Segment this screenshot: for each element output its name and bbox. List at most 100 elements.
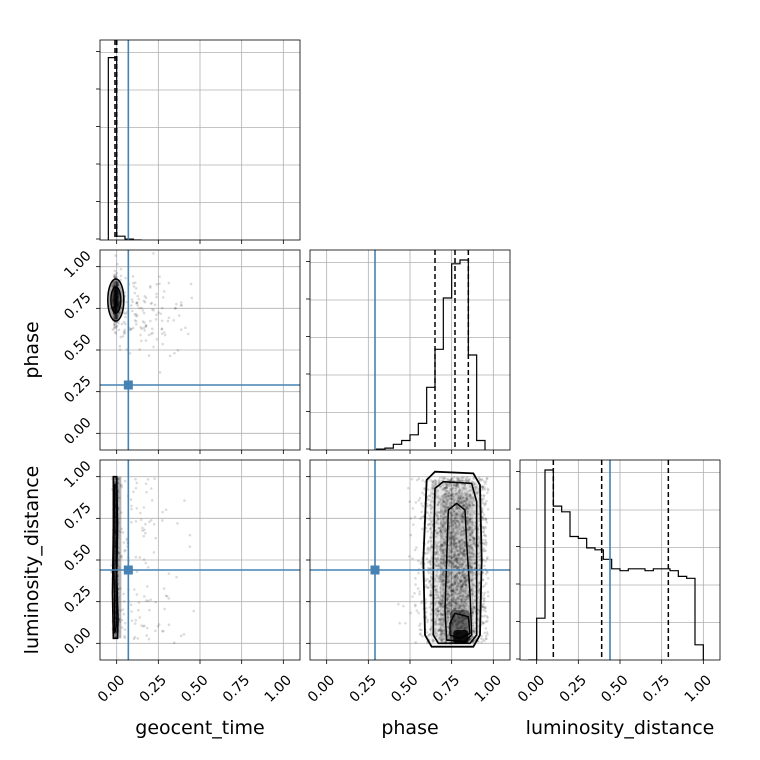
sample-point [472,539,476,543]
sample-point [455,610,459,613]
sample-point [458,606,462,609]
sample-point [434,622,437,626]
sample-point [455,626,459,630]
sample-point [439,530,442,533]
sample-point [179,634,183,638]
sample-point [434,552,438,556]
sample-point [439,521,443,524]
sample-point [430,601,433,605]
sample-point [446,578,450,581]
sample-point [465,498,468,502]
sample-point [458,560,462,563]
sample-point [465,504,469,508]
sample-point [141,526,144,530]
sample-point [445,483,448,487]
sample-point [435,520,438,523]
sample-point [439,510,443,514]
sample-point [453,534,456,538]
sample-point [434,529,438,532]
sample-point [472,477,475,480]
sample-point [468,503,471,507]
sample-point [454,565,458,568]
sample-point [438,622,441,626]
sample-point [445,483,449,487]
sample-point [418,624,421,628]
sample-point [456,485,459,489]
sample-point [453,607,457,611]
sample-point [417,611,420,615]
sample-point [428,523,432,526]
sample-point [484,540,488,544]
sample-point [480,620,484,624]
sample-point [179,301,183,304]
panel-phase-luminosity-distance-contour-1 [444,502,473,643]
sample-point [147,354,151,357]
sample-point [456,623,460,626]
hist-geocent-time-steps [107,57,142,240]
sample-point [168,354,172,358]
sample-point [483,525,486,529]
sample-point [118,484,122,487]
sample-point [461,511,465,515]
sample-point [161,342,164,346]
sample-point [456,499,460,502]
sample-point [456,496,460,500]
sample-point [443,506,447,510]
sample-point [467,526,471,529]
sample-point [447,551,451,555]
sample-point [114,331,117,335]
sample-point [468,551,471,555]
sample-point [120,527,124,531]
panel-geocent-time-phase-ytick-label-2: 0.50 [61,331,94,364]
sample-point [130,610,133,613]
sample-point [458,512,462,516]
sample-point [451,534,455,538]
sample-point [461,515,465,519]
sample-point [463,491,467,495]
sample-point [486,487,490,491]
sample-point [449,517,453,520]
sample-point [437,629,441,632]
sample-point [457,571,461,575]
sample-point [457,501,461,504]
sample-point [453,521,457,524]
sample-point [461,619,465,622]
sample-point [456,500,460,503]
sample-point [453,608,457,611]
sample-point [139,518,143,522]
sample-point [448,511,452,514]
sample-point [484,572,488,576]
sample-point [139,511,142,515]
sample-point [142,534,146,538]
sample-point [461,526,464,529]
sample-point [456,587,459,591]
sample-point [475,492,478,495]
sample-point [433,556,437,560]
sample-point [144,324,148,328]
sample-point [439,632,443,636]
sample-point [189,282,193,286]
sample-point [461,583,465,587]
sample-point [452,543,456,547]
sample-point [433,542,437,546]
sample-point [448,497,451,500]
sample-point [484,518,488,521]
sample-point [118,620,122,624]
sample-point [442,500,446,504]
sample-point [450,534,453,537]
sample-point [457,507,460,511]
sample-point [467,594,470,598]
sample-point [436,503,440,506]
sample-point [434,521,438,525]
sample-point [440,613,444,617]
sample-point [435,514,439,518]
sample-point [477,640,480,644]
sample-point [458,592,462,596]
sample-point [457,494,460,497]
sample-point [132,490,135,494]
sample-point [458,549,462,552]
sample-point [452,562,455,566]
hist-luminosity-distance-xtick-label-0: 0.00 [515,672,548,705]
sample-point [130,504,133,508]
sample-point [134,519,138,523]
